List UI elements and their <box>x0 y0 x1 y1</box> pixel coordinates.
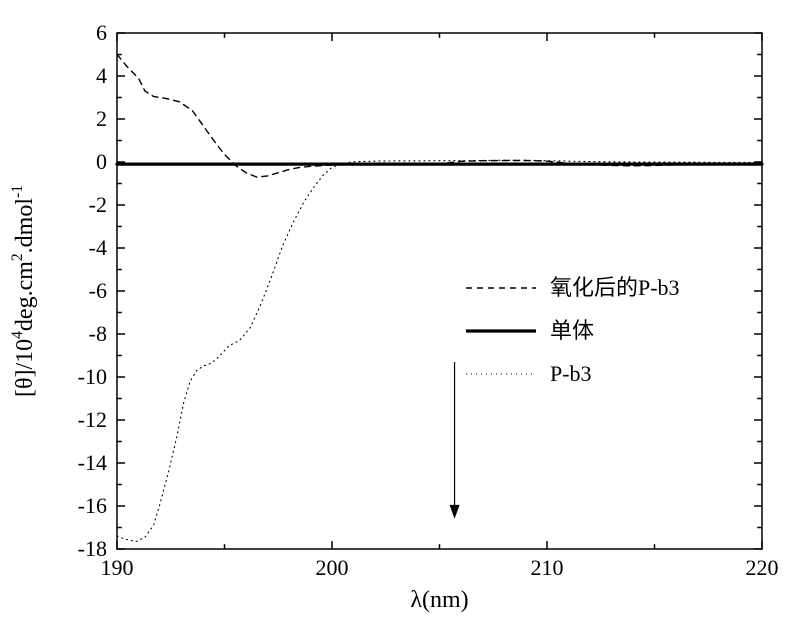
svg-text:220: 220 <box>746 555 779 580</box>
svg-text:210: 210 <box>531 555 564 580</box>
legend-label-2: P-b3 <box>550 361 592 386</box>
x-axis-label: λ(nm) <box>410 587 468 613</box>
svg-text:-18: -18 <box>78 536 107 561</box>
svg-text:-10: -10 <box>78 364 107 389</box>
svg-text:-2: -2 <box>89 192 107 217</box>
svg-text:2: 2 <box>96 106 107 131</box>
svg-text:-16: -16 <box>78 493 107 518</box>
svg-text:-8: -8 <box>89 321 107 346</box>
svg-text:-4: -4 <box>89 235 107 260</box>
legend-label-1: 单体 <box>550 318 594 343</box>
svg-text:-12: -12 <box>78 407 107 432</box>
svg-text:-14: -14 <box>78 450 107 475</box>
chart-svg: 190200210220-18-16-14-12-10-8-6-4-20246λ… <box>0 0 795 640</box>
chart-container: 190200210220-18-16-14-12-10-8-6-4-20246λ… <box>0 0 795 640</box>
y-axis-label: [θ]/104deg.cm2.dmol-1 <box>9 185 38 397</box>
svg-text:4: 4 <box>96 63 107 88</box>
svg-text:0: 0 <box>96 149 107 174</box>
svg-text:200: 200 <box>316 555 349 580</box>
svg-text:-6: -6 <box>89 278 107 303</box>
legend-label-0: 氧化后的P-b3 <box>550 275 680 300</box>
svg-text:6: 6 <box>96 20 107 45</box>
